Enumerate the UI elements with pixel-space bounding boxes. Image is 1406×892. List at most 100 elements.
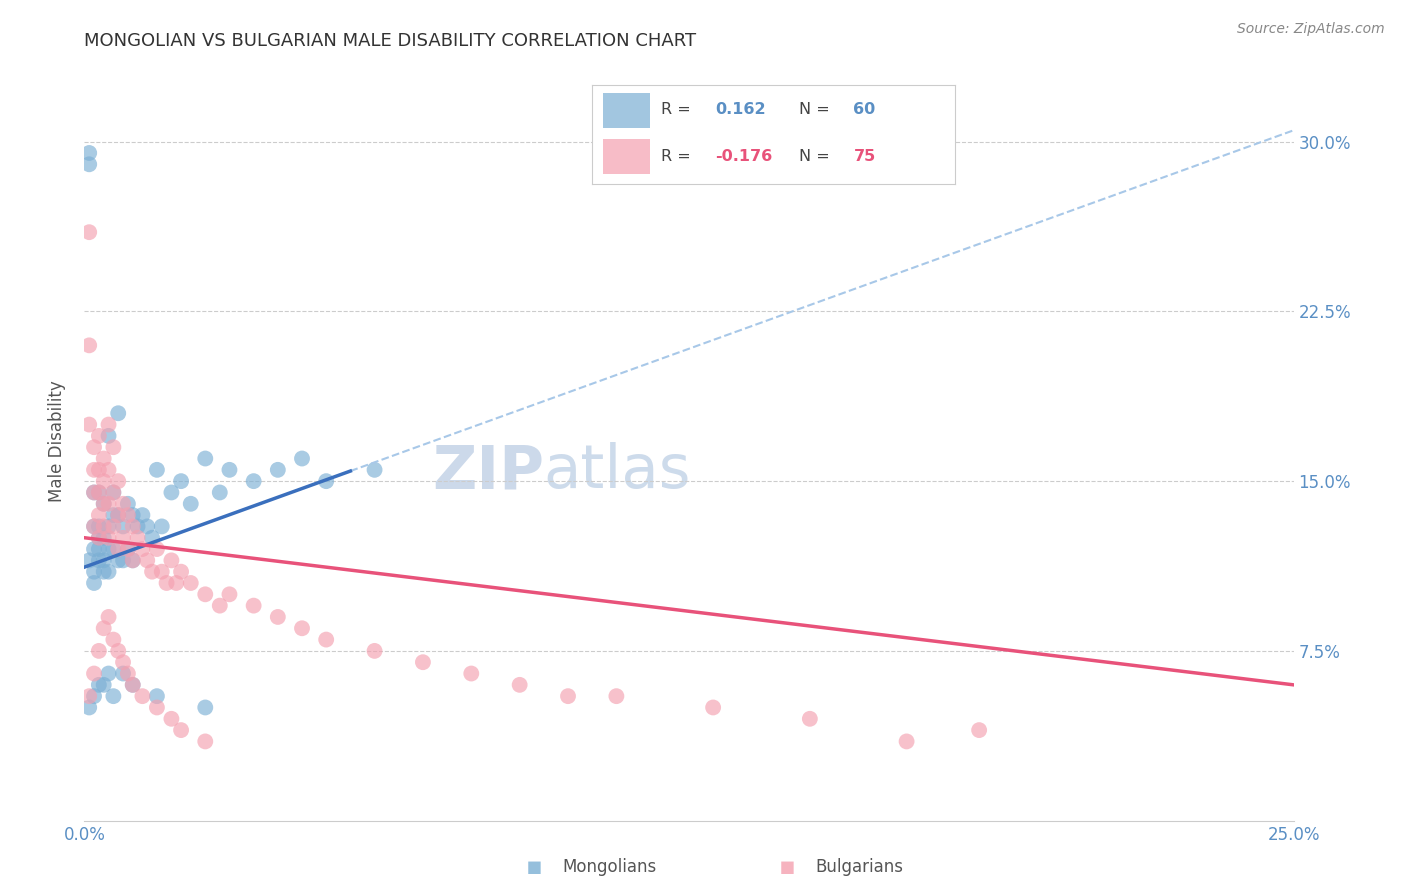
Point — [896, 734, 918, 748]
Point — [107, 508, 129, 522]
Point — [208, 485, 231, 500]
Point — [97, 542, 120, 557]
Point — [121, 678, 143, 692]
Point — [87, 485, 110, 500]
Point — [112, 655, 135, 669]
Point — [87, 519, 110, 533]
Point — [131, 689, 153, 703]
Point — [165, 576, 187, 591]
Point — [194, 587, 217, 601]
Point — [291, 621, 314, 635]
Point — [83, 519, 105, 533]
Point — [363, 644, 385, 658]
Point — [267, 610, 290, 624]
Point — [77, 689, 100, 703]
Point — [121, 508, 143, 522]
Point — [87, 429, 110, 443]
Point — [107, 508, 129, 522]
Point — [97, 565, 120, 579]
Point — [121, 553, 143, 567]
Point — [218, 463, 240, 477]
Point — [77, 157, 100, 171]
Point — [87, 531, 110, 545]
Point — [170, 723, 193, 738]
Point — [136, 519, 159, 533]
Point — [557, 689, 579, 703]
Point — [97, 531, 120, 545]
Point — [83, 463, 105, 477]
Point — [107, 474, 129, 488]
Text: ▪: ▪ — [779, 855, 796, 879]
Point — [131, 508, 153, 522]
Point — [77, 338, 100, 352]
Point — [170, 474, 193, 488]
Text: ZIP: ZIP — [432, 442, 544, 501]
Text: Bulgarians: Bulgarians — [815, 858, 904, 876]
Point — [160, 712, 183, 726]
Point — [180, 576, 202, 591]
Point — [87, 508, 110, 522]
Point — [194, 734, 217, 748]
Point — [103, 632, 125, 647]
Point — [77, 700, 100, 714]
Point — [131, 542, 153, 557]
Point — [141, 565, 163, 579]
Point — [112, 519, 135, 533]
Point — [103, 485, 125, 500]
Point — [83, 565, 105, 579]
Point — [194, 451, 217, 466]
Point — [83, 519, 105, 533]
Point — [117, 666, 139, 681]
Point — [155, 576, 177, 591]
Point — [97, 497, 120, 511]
Point — [97, 463, 120, 477]
Point — [146, 463, 169, 477]
Point — [267, 463, 290, 477]
Point — [87, 553, 110, 567]
Point — [146, 689, 169, 703]
Point — [97, 666, 120, 681]
Point — [180, 497, 202, 511]
Point — [242, 599, 264, 613]
Point — [83, 689, 105, 703]
Y-axis label: Male Disability: Male Disability — [48, 381, 66, 502]
Text: Source: ZipAtlas.com: Source: ZipAtlas.com — [1237, 22, 1385, 37]
Point — [97, 610, 120, 624]
Point — [146, 700, 169, 714]
Point — [93, 497, 115, 511]
Point — [412, 655, 434, 669]
Text: MONGOLIAN VS BULGARIAN MALE DISABILITY CORRELATION CHART: MONGOLIAN VS BULGARIAN MALE DISABILITY C… — [84, 32, 696, 50]
Point — [363, 463, 385, 477]
Point — [112, 497, 135, 511]
Point — [967, 723, 990, 738]
Point — [87, 542, 110, 557]
Point — [112, 666, 135, 681]
Point — [77, 417, 100, 432]
Point — [141, 531, 163, 545]
Point — [117, 497, 139, 511]
Point — [117, 542, 139, 557]
Point — [315, 474, 337, 488]
Point — [103, 508, 125, 522]
Point — [87, 644, 110, 658]
Point — [93, 565, 115, 579]
Text: atlas: atlas — [544, 442, 692, 501]
Point — [87, 463, 110, 477]
Point — [127, 519, 149, 533]
Point — [93, 531, 115, 545]
Point — [107, 406, 129, 420]
Point — [112, 531, 135, 545]
Point — [93, 553, 115, 567]
Point — [605, 689, 627, 703]
Point — [83, 440, 105, 454]
Text: ▪: ▪ — [526, 855, 543, 879]
Point — [97, 429, 120, 443]
Point — [150, 519, 173, 533]
Point — [107, 644, 129, 658]
Point — [107, 553, 129, 567]
Point — [315, 632, 337, 647]
Point — [127, 531, 149, 545]
Point — [150, 565, 173, 579]
Point — [242, 474, 264, 488]
Point — [103, 689, 125, 703]
